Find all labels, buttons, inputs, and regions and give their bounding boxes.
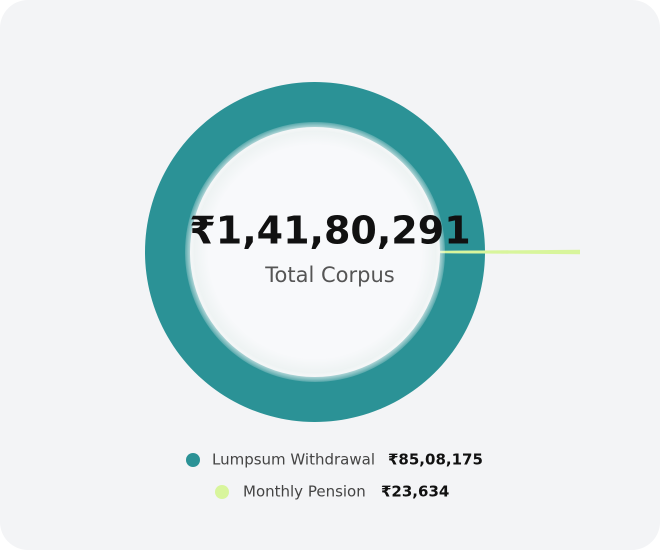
legend-value: ₹23,634 [381, 483, 449, 501]
slices [145, 82, 581, 423]
total-label: Total Corpus [264, 263, 394, 287]
legend-dot [186, 453, 200, 467]
total-value: ₹1,41,80,291 [189, 209, 470, 253]
legend-label: Monthly Pension [243, 483, 366, 501]
legend: Lumpsum Withdrawal ₹85,08,175 Monthly Pens… [186, 451, 483, 501]
legend-label: Lumpsum Withdrawal [212, 451, 375, 469]
legend-value: ₹85,08,175 [388, 451, 483, 469]
legend-dot [215, 485, 229, 499]
slice [439, 249, 581, 255]
center-disc [185, 122, 445, 382]
